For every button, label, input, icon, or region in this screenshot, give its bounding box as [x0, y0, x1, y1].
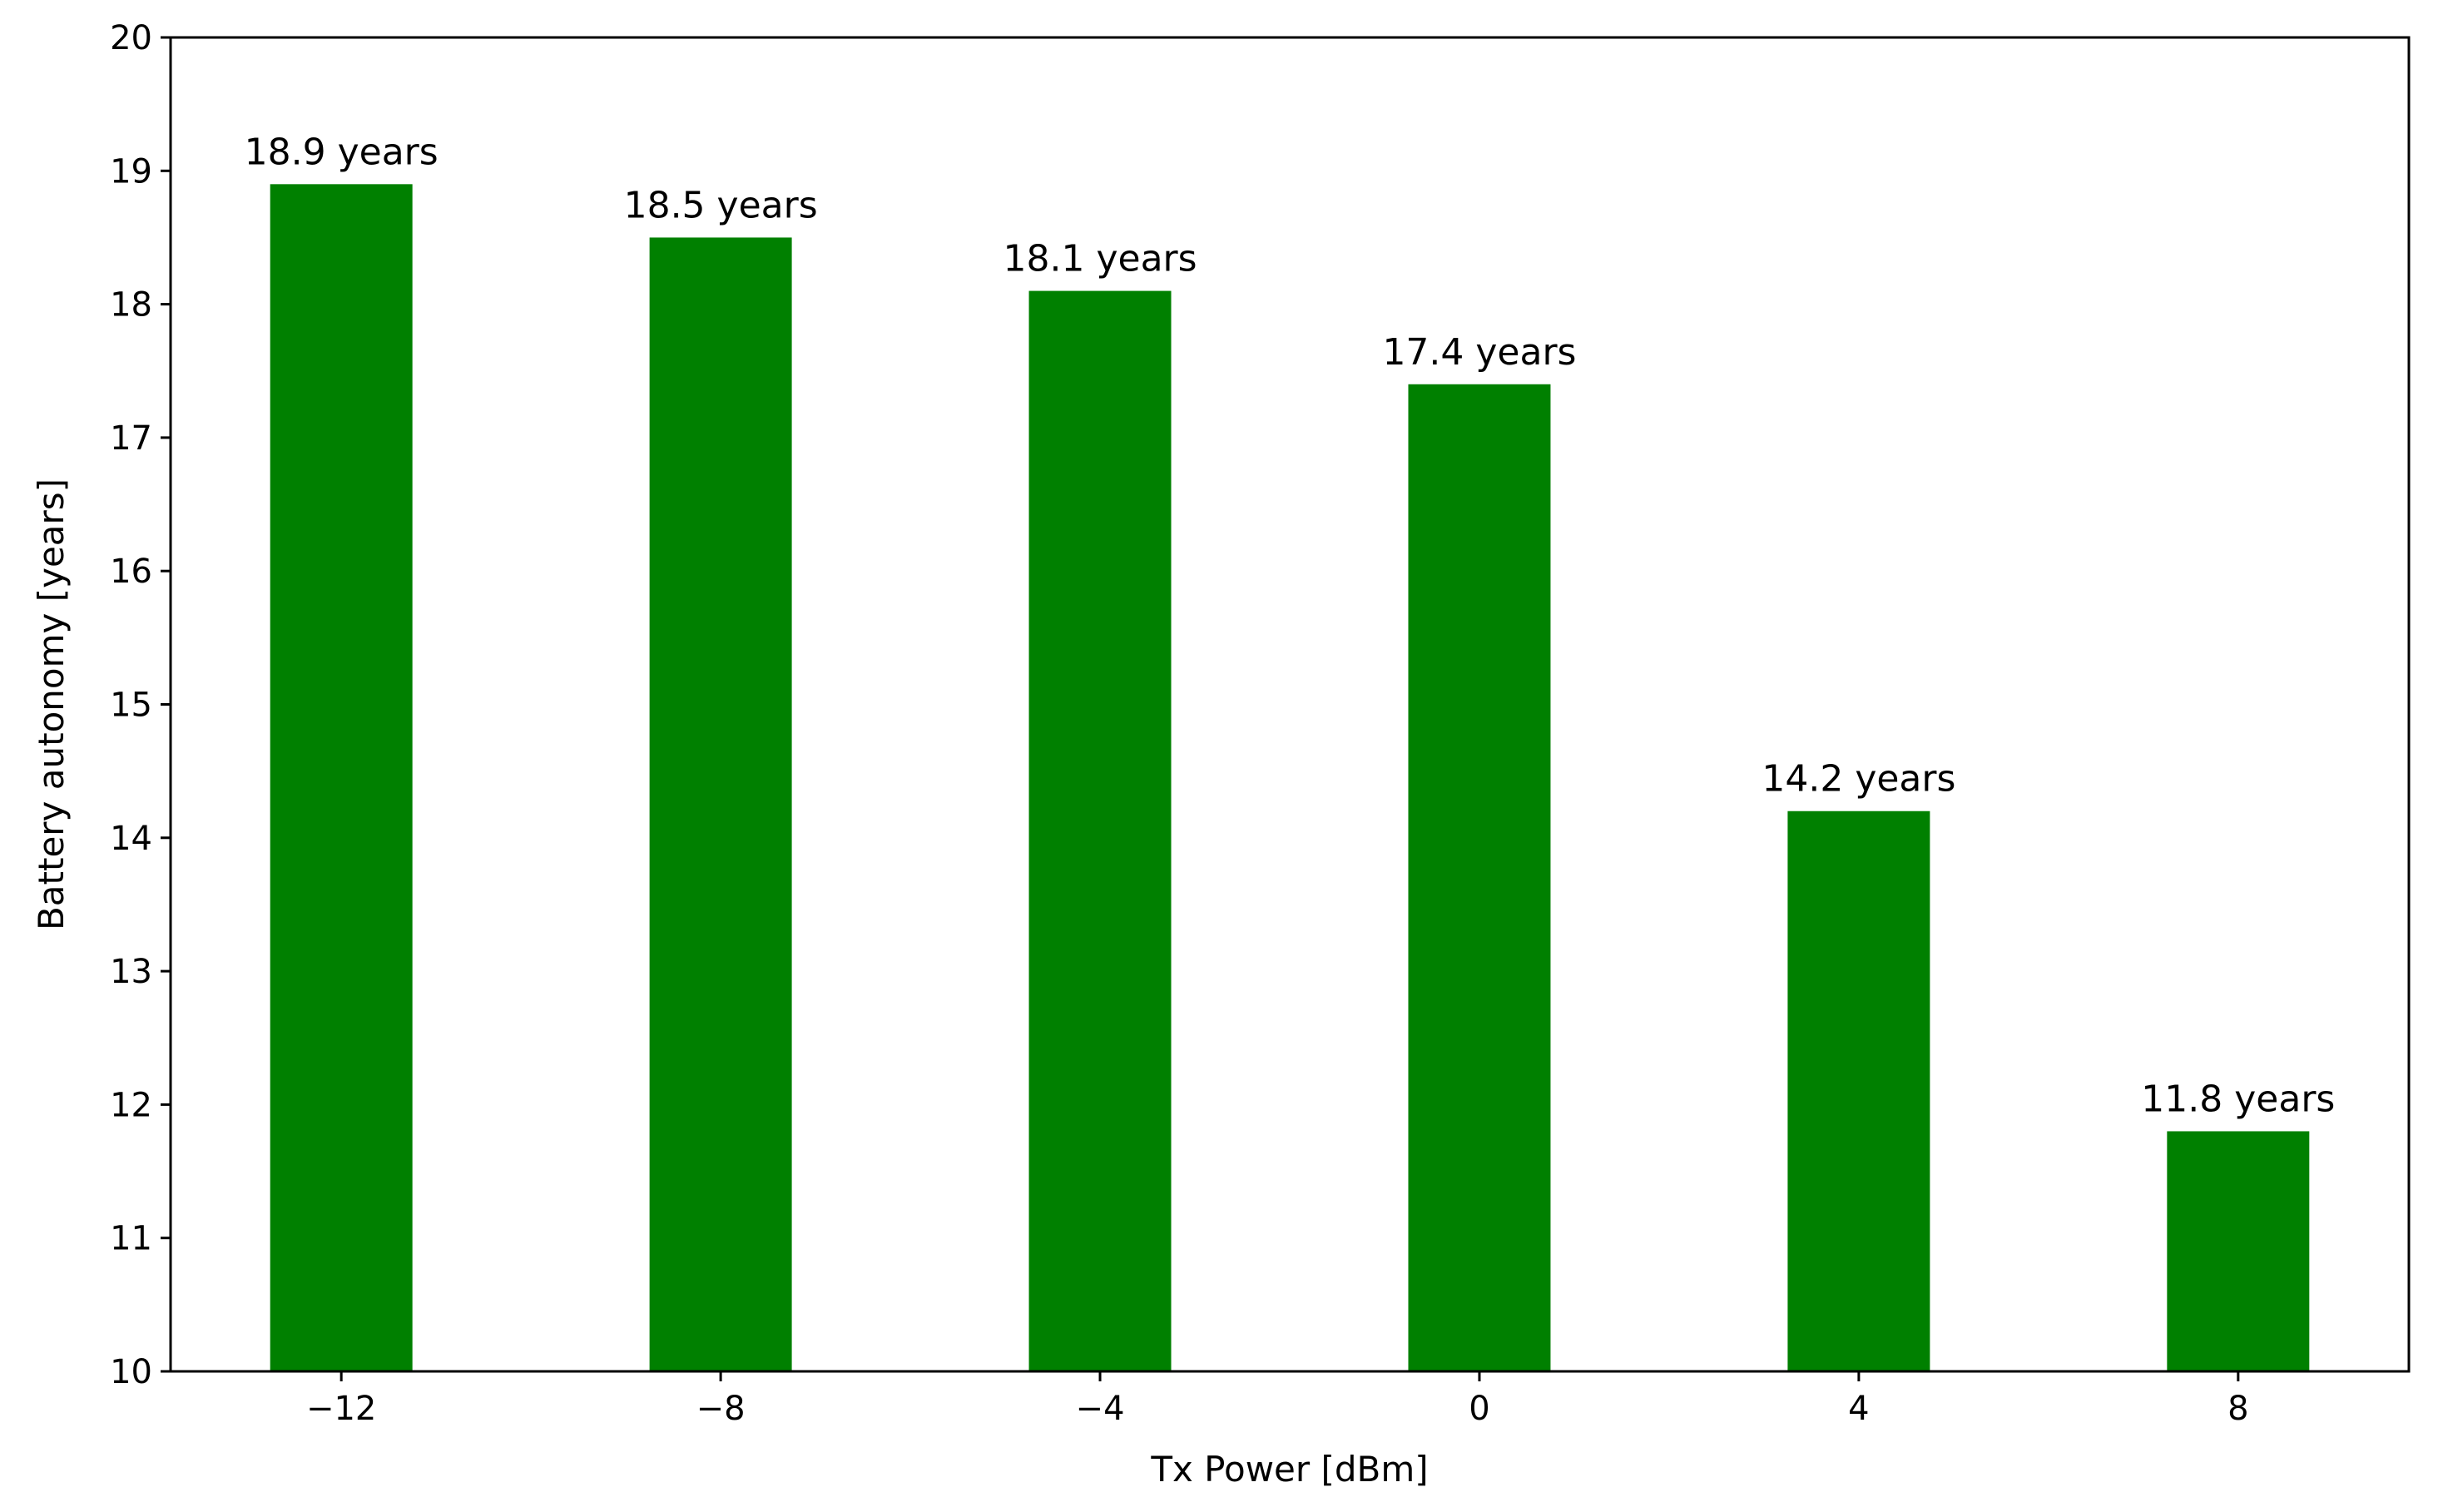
plot-frame	[169, 36, 2411, 1373]
y-tick-label-0: 10	[110, 1353, 152, 1391]
y-tick-label-2: 12	[110, 1086, 152, 1124]
x-tick-label-5: 8	[2227, 1390, 2248, 1428]
y-tick-label-4: 14	[110, 820, 152, 858]
y-tick-label-10: 20	[110, 19, 152, 57]
y-axis: 10 11 12 13 14 15 16 17 18 19 20	[110, 19, 171, 1391]
data-labels-group: 18.9 years 18.5 years 18.1 years 17.4 years…	[245, 131, 2336, 1120]
y-axis-label: Battery autonomy [years]	[31, 478, 72, 930]
y-tick-label-3: 13	[110, 953, 152, 991]
x-tick-label-4: 4	[1848, 1390, 1869, 1428]
data-label-4: 14.2 years	[1762, 758, 1955, 801]
bar-1	[649, 237, 792, 1372]
y-tick-label-9: 19	[110, 152, 152, 191]
y-tick-label-6: 16	[110, 553, 152, 591]
bar-2	[1028, 290, 1172, 1371]
data-label-5: 11.8 years	[2141, 1078, 2335, 1120]
y-tick-label-5: 15	[110, 687, 152, 725]
x-tick-label-2: −4	[1076, 1390, 1125, 1428]
bar-4	[1787, 811, 1930, 1371]
bars-group	[270, 184, 2310, 1372]
data-label-1: 18.5 years	[624, 184, 818, 226]
y-tick-label-1: 11	[110, 1220, 152, 1258]
x-tick-label-1: −8	[696, 1390, 746, 1428]
data-label-0: 18.9 years	[245, 131, 439, 173]
bar-5	[2167, 1131, 2310, 1371]
y-tick-label-7: 17	[110, 419, 152, 458]
data-label-3: 17.4 years	[1382, 331, 1576, 374]
x-axis: −12 −8 −4 0 4 8	[306, 1371, 2249, 1428]
data-label-2: 18.1 years	[1003, 238, 1197, 280]
y-tick-label-8: 18	[110, 286, 152, 325]
x-tick-label-0: −12	[306, 1390, 376, 1428]
x-tick-label-3: 0	[1469, 1390, 1489, 1428]
x-axis-label: Tx Power [dBm]	[1150, 1449, 1428, 1490]
bar-0	[270, 184, 413, 1372]
bar-3	[1408, 384, 1551, 1371]
